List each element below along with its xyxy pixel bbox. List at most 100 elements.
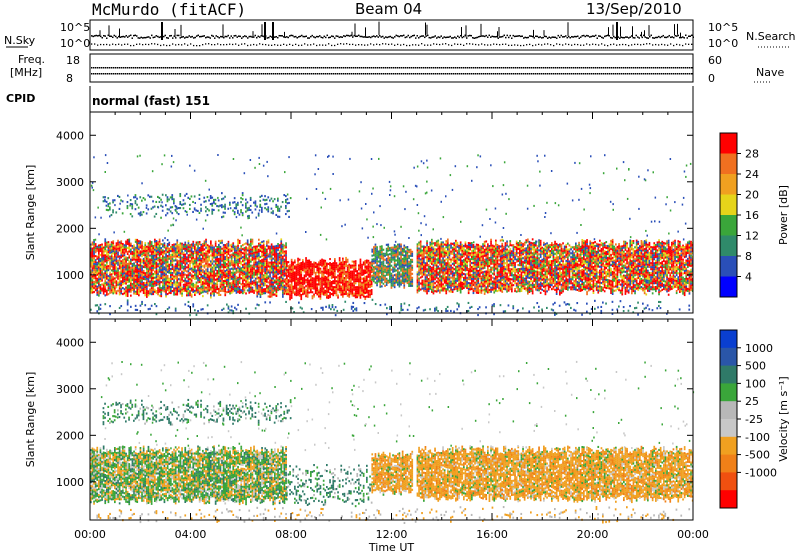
nsky-point: [298, 36, 300, 38]
echo-cell: [229, 256, 231, 259]
nsky-point: [113, 34, 115, 37]
echo-cell: [189, 250, 191, 253]
echo-cell: [342, 265, 344, 268]
echo-cell: [123, 244, 126, 247]
echo-cell: [224, 260, 227, 263]
echo-cell: [134, 266, 137, 269]
echo-cell: [224, 292, 227, 295]
echo-cell: [120, 266, 123, 269]
echo-cell: [216, 284, 219, 287]
nsky-point: [146, 36, 148, 38]
nsky-point: [307, 37, 309, 39]
freq-point: [91, 67, 93, 69]
echo-cell: [306, 271, 309, 274]
echo-cell: [93, 257, 95, 260]
echo-cell: [102, 266, 105, 269]
echo-cell: [256, 287, 259, 290]
echo-cell: [351, 272, 354, 275]
echo-cell: [364, 277, 367, 280]
nave-point: [239, 73, 241, 75]
echo-cell: [168, 263, 171, 266]
echo-cell: [300, 266, 303, 269]
nsky-point: [596, 37, 598, 39]
echo-cell: [202, 259, 204, 262]
echo-cell: [285, 250, 287, 253]
echo-cell: [222, 266, 225, 269]
nave-point: [199, 73, 201, 75]
echo-cell: [361, 273, 363, 276]
echo-cell: [173, 245, 175, 248]
nsky-point: [563, 35, 565, 38]
echo-cell: [136, 268, 139, 271]
echo-cell: [120, 250, 123, 253]
nsky-point: [143, 36, 145, 39]
nave-point: [433, 73, 435, 75]
echo-cell: [254, 279, 257, 282]
echo-cell: [342, 269, 344, 272]
freq-point: [133, 67, 135, 69]
echo-cell: [218, 263, 220, 266]
echo-cell: [272, 291, 275, 294]
echo-cell: [267, 287, 270, 290]
echo-cell: [222, 268, 225, 271]
echo-cell: [356, 296, 359, 299]
echo-cell: [107, 283, 110, 286]
echo-cell: [165, 291, 167, 294]
nsky-point: [97, 35, 99, 37]
echo-cell: [330, 287, 333, 290]
echo-cell: [136, 262, 139, 265]
echo-cell: [200, 251, 203, 254]
echo-cell: [314, 271, 317, 274]
echo-cell: [118, 289, 121, 292]
echo-cell: [125, 276, 127, 279]
nave-point: [111, 73, 113, 75]
freq-point: [221, 67, 223, 69]
echo-cell: [345, 264, 347, 267]
freq-point: [519, 67, 521, 69]
echo-cell: [139, 270, 142, 273]
nave-point: [469, 73, 471, 75]
echo-cell: [242, 284, 244, 287]
echo-cell: [298, 262, 301, 265]
echo-cell: [181, 266, 183, 269]
nsearch-point: [670, 43, 672, 45]
echo-cell: [216, 246, 219, 249]
echo-cell: [277, 273, 279, 276]
echo-cell: [278, 252, 281, 255]
echo-cell: [200, 243, 203, 246]
echo-cell: [322, 265, 325, 268]
echo-cell: [162, 239, 164, 242]
echo-cell: [235, 255, 238, 258]
echo-cell: [187, 270, 190, 273]
echo-cell: [150, 279, 153, 282]
echo-cell: [184, 269, 187, 272]
echo-cell: [109, 259, 111, 262]
echo-cell: [189, 274, 191, 277]
nave-point: [195, 73, 197, 75]
echo-cell: [267, 269, 270, 272]
echo-cell: [319, 277, 322, 280]
echo-cell: [136, 248, 139, 251]
echo-cell: [99, 258, 102, 261]
nsearch-point: [622, 43, 624, 46]
nsky-point: [401, 35, 403, 37]
freq-point: [183, 67, 185, 69]
echo-cell: [302, 263, 304, 266]
echo-cell: [192, 268, 195, 271]
echo-cell: [98, 248, 100, 251]
echo-cell: [144, 264, 147, 267]
echo-cell: [364, 261, 367, 264]
echo-cell: [186, 266, 188, 269]
nave-point: [171, 73, 173, 75]
nsky-point: [248, 35, 250, 38]
echo-cell: [345, 290, 347, 293]
echo-cell: [166, 259, 169, 262]
echo-cell: [245, 254, 247, 257]
echo-cell: [330, 263, 333, 266]
echo-cell: [240, 273, 243, 276]
echo-cell: [157, 241, 159, 244]
freq-point: [317, 67, 319, 69]
echo-cell: [110, 253, 113, 256]
echo-cell: [219, 261, 222, 264]
nsky-point: [208, 36, 210, 38]
